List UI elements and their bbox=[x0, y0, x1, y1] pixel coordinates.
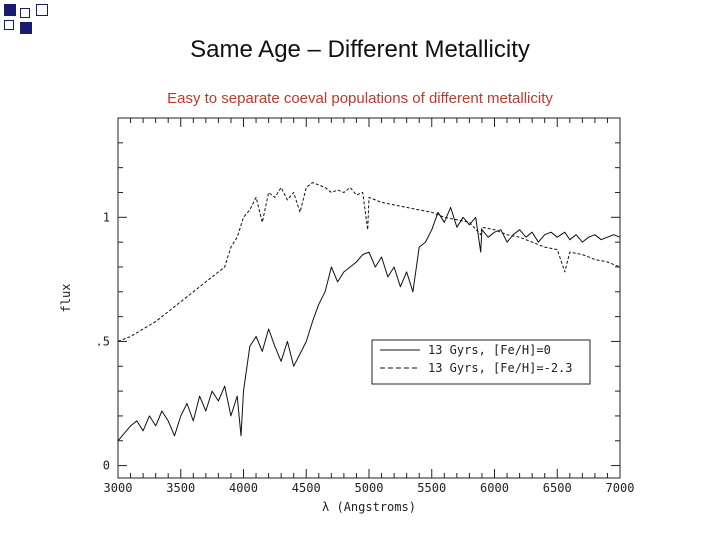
x-tick-label: 5000 bbox=[355, 481, 384, 495]
y-axis-label: flux bbox=[59, 284, 73, 313]
corner-square-1 bbox=[4, 4, 16, 16]
slide-title: Same Age – Different Metallicity bbox=[190, 36, 530, 63]
x-tick-label: 5500 bbox=[417, 481, 446, 495]
slide-subtitle: Easy to separate coeval populations of d… bbox=[167, 90, 553, 107]
y-tick-label: 0 bbox=[103, 459, 110, 473]
x-axis-label: λ (Angstroms) bbox=[322, 500, 416, 514]
corner-square-3 bbox=[36, 4, 48, 16]
legend-label: 13 Gyrs, [Fe/H]=-2.3 bbox=[428, 361, 573, 375]
series-line-solar bbox=[117, 206, 621, 442]
x-tick-label: 4000 bbox=[229, 481, 258, 495]
y-tick-label: 1 bbox=[103, 210, 110, 224]
corner-square-4 bbox=[4, 20, 14, 30]
legend-label: 13 Gyrs, [Fe/H]=0 bbox=[428, 343, 551, 357]
x-tick-label: 6500 bbox=[543, 481, 572, 495]
series-line-metal-poor bbox=[117, 182, 621, 342]
x-tick-label: 3500 bbox=[166, 481, 195, 495]
x-tick-label: 4500 bbox=[292, 481, 321, 495]
x-tick-label: 3000 bbox=[104, 481, 133, 495]
x-tick-label: 6000 bbox=[480, 481, 509, 495]
plot-frame bbox=[117, 117, 621, 479]
corner-square-2 bbox=[20, 8, 30, 18]
legend-box bbox=[371, 339, 591, 385]
y-tick-label: .5 bbox=[96, 334, 110, 348]
x-tick-label: 7000 bbox=[606, 481, 635, 495]
corner-square-5 bbox=[20, 22, 32, 34]
